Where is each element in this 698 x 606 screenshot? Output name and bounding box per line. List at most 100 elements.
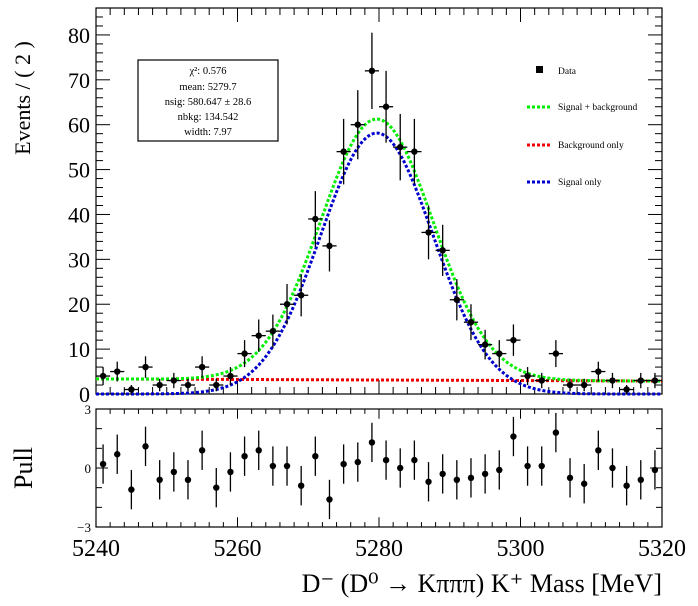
data-point-marker	[425, 229, 432, 236]
data-point	[195, 356, 210, 378]
pull-point-marker	[453, 476, 461, 483]
data-point-marker	[156, 381, 163, 389]
pull-point	[382, 440, 390, 480]
data-point-marker	[340, 148, 347, 155]
pull-y-tick-label: 3	[85, 402, 92, 417]
data-point-marker	[524, 372, 531, 380]
pull-point-marker	[580, 480, 588, 487]
data-point-marker	[496, 350, 503, 357]
pull-point	[184, 460, 192, 500]
pull-point	[198, 430, 206, 470]
pull-point	[566, 458, 574, 498]
data-point	[478, 329, 493, 360]
data-point-marker	[538, 377, 545, 384]
data-point	[110, 361, 125, 382]
pull-point	[425, 462, 432, 502]
pull-point-marker	[510, 433, 517, 440]
legend-marker-data	[536, 66, 543, 73]
data-point	[506, 324, 521, 356]
data-point	[350, 90, 365, 160]
pull-point	[340, 444, 347, 484]
data-point-marker	[467, 318, 475, 326]
pull-point-marker	[142, 443, 149, 450]
pull-point-marker	[269, 462, 277, 470]
data-point-marker	[114, 368, 121, 375]
data-point	[548, 340, 563, 368]
main-y-tick-label: 0	[79, 382, 90, 407]
main-y-tick-label: 40	[68, 202, 90, 227]
pull-point-marker	[340, 460, 347, 468]
pull-point-marker	[368, 439, 376, 446]
data-point	[124, 385, 139, 394]
data-point	[647, 372, 662, 389]
stats-chi2: χ²: 0.576	[189, 66, 227, 77]
fit-curves	[95, 117, 662, 396]
data-point	[265, 314, 280, 348]
pull-point-marker	[566, 474, 574, 482]
pull-point-marker	[411, 456, 418, 464]
pull-point-marker	[397, 464, 404, 472]
data-point	[209, 378, 224, 392]
data-point-marker	[595, 368, 602, 375]
pull-point-marker	[425, 478, 432, 485]
data-point	[180, 378, 196, 392]
pull-point	[510, 416, 517, 457]
pull-point	[269, 446, 277, 486]
data-point-marker	[354, 121, 361, 128]
pull-point	[496, 450, 503, 490]
data-point-marker	[397, 143, 404, 151]
data-point-marker	[623, 386, 630, 393]
pull-point	[297, 466, 305, 506]
x-tick-label: 5320	[638, 536, 686, 562]
pull-point-marker	[496, 466, 503, 474]
pull-y-axis-label: Pull	[9, 447, 38, 489]
data-point-marker	[382, 103, 390, 110]
legend-label-background-only: Background only	[558, 141, 624, 151]
data-point-marker	[283, 301, 291, 308]
data-point	[279, 284, 295, 325]
pull-point-marker	[524, 462, 531, 470]
pull-points	[99, 412, 659, 520]
data-point-marker	[128, 386, 135, 393]
pull-point	[552, 412, 560, 453]
data-point	[562, 378, 578, 392]
pull-point-marker	[283, 462, 291, 470]
x-axis-label: D⁻ (D⁰ → Kπππ) K⁺ Mass [MeV]	[302, 569, 662, 598]
main-y-tick-label: 20	[68, 292, 90, 317]
data-point	[294, 274, 309, 317]
data-point-marker	[453, 296, 461, 303]
data-point-marker	[637, 377, 644, 384]
pull-point-marker	[481, 470, 489, 478]
data-point	[393, 113, 408, 181]
data-point-marker	[269, 327, 277, 335]
data-point	[379, 70, 394, 143]
pull-point-marker	[623, 482, 630, 489]
data-point-marker	[481, 341, 489, 348]
data-point-marker	[326, 242, 333, 250]
fit-stats-box: χ²: 0.576 mean: 5279.7 nsig: 580.647 ± 2…	[137, 59, 279, 142]
x-axis: 5240 5260 5280 5300 5320	[72, 409, 686, 562]
data-point-marker	[142, 363, 149, 371]
pull-point-marker	[651, 466, 659, 474]
pull-point	[411, 440, 418, 480]
pull-point	[368, 422, 376, 463]
data-points	[96, 32, 662, 394]
data-point-marker	[241, 350, 248, 357]
data-point	[96, 367, 111, 386]
pull-point	[637, 460, 644, 500]
data-point	[577, 378, 592, 392]
data-point	[237, 340, 252, 368]
data-point-marker	[198, 363, 206, 371]
data-point-marker	[552, 350, 560, 357]
pull-point-marker	[99, 460, 107, 468]
data-point-marker	[255, 332, 262, 339]
pull-point	[439, 454, 446, 494]
legend-label-data: Data	[558, 67, 577, 77]
pull-point-marker	[170, 468, 178, 476]
signal-only-curve	[96, 131, 662, 396]
pull-point-marker	[467, 474, 475, 482]
stats-mean: mean: 5279.7	[179, 82, 236, 93]
data-point-marker	[213, 381, 220, 389]
pull-point-marker	[198, 447, 206, 454]
data-point	[463, 304, 479, 341]
